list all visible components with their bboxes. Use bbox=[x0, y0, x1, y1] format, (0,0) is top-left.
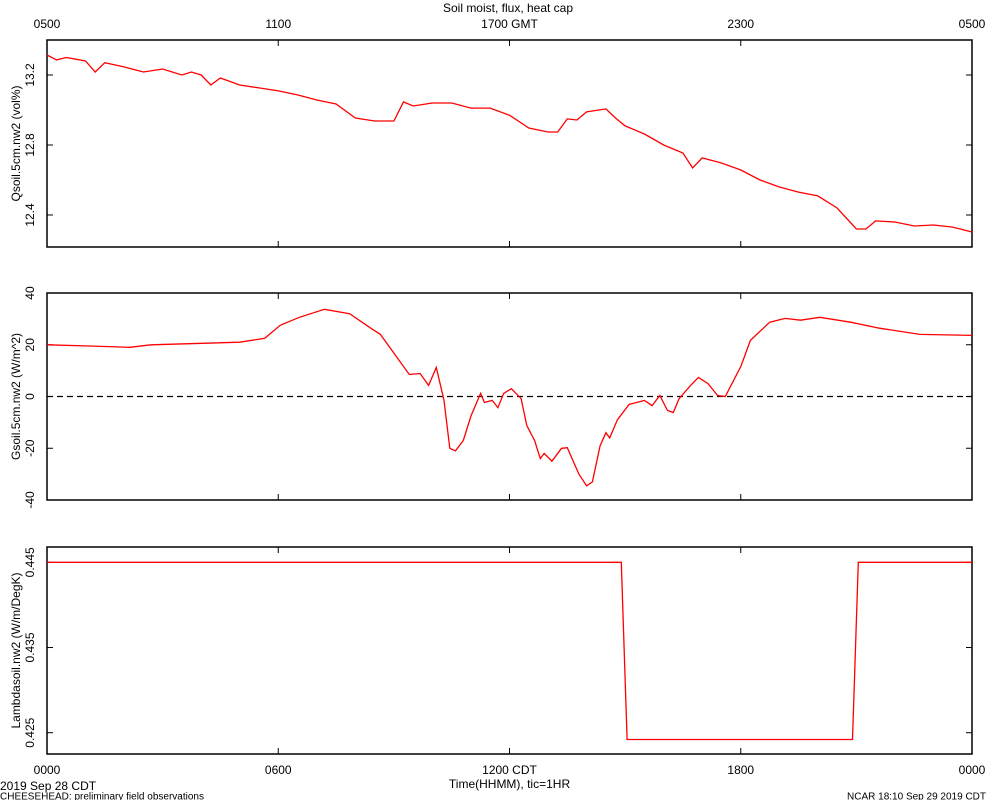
y-tick-label: 0 bbox=[23, 393, 37, 400]
x-tick-label: 1200 CDT bbox=[482, 763, 537, 777]
x2-tick-label: 0500 bbox=[34, 17, 61, 31]
x-axis-label: Time(HHMM), tic=1HR bbox=[449, 777, 571, 791]
y-tick-label: 40 bbox=[23, 286, 37, 300]
chart-title: Soil moist, flux, heat cap bbox=[443, 1, 573, 15]
plot-frame bbox=[46, 546, 973, 755]
x-tick-label: 0000 bbox=[959, 763, 986, 777]
x-tick-label: 1800 bbox=[727, 763, 754, 777]
y-axis-label: Lambdasoil.nw2 (W/m/DegK) bbox=[9, 572, 23, 728]
y-tick-label: 0.435 bbox=[23, 632, 37, 662]
y-axis-label: Gsoil.5cm.nw2 (W/m^2) bbox=[9, 333, 23, 460]
data-line bbox=[46, 308, 973, 487]
plot-frame bbox=[46, 39, 973, 248]
x2-tick-label: 1700 GMT bbox=[481, 17, 538, 31]
x2-tick-label: 0500 bbox=[959, 17, 986, 31]
y-tick-label: 0.425 bbox=[23, 717, 37, 747]
y-axis-label: Qsoil.5cm.nw2 (vol%) bbox=[9, 85, 23, 201]
y-tick-label: -40 bbox=[23, 491, 37, 509]
y-tick-label: 0.445 bbox=[23, 547, 37, 577]
y-tick-label: 12.4 bbox=[23, 203, 37, 227]
footer-stamp: NCAR 18:10 Sep 29 2019 CDT bbox=[847, 792, 986, 800]
footer-date: 2019 Sep 28 CDT bbox=[0, 779, 97, 793]
x2-tick-label: 1100 bbox=[265, 17, 291, 31]
y-tick-label: 12.8 bbox=[23, 133, 37, 157]
data-line bbox=[46, 54, 973, 233]
y-tick-label: 13.2 bbox=[23, 63, 37, 87]
footer-project: CHEESEHEAD: preliminary field observatio… bbox=[0, 792, 204, 800]
y-tick-label: -20 bbox=[23, 439, 37, 457]
y-tick-label: 20 bbox=[23, 338, 37, 352]
x2-tick-label: 2300 bbox=[727, 17, 754, 31]
x-tick-label: 0000 bbox=[34, 763, 61, 777]
x-tick-label: 0600 bbox=[265, 763, 292, 777]
data-line bbox=[47, 561, 972, 741]
